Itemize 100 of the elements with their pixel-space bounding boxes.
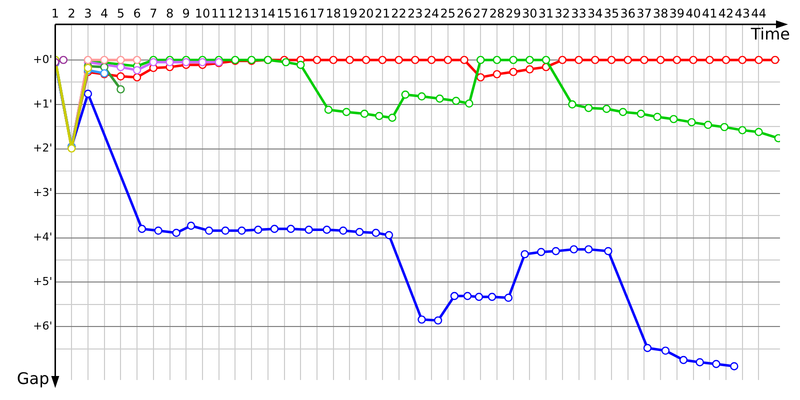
x-tick-label: 30: [522, 6, 538, 20]
x-tick-label: 34: [587, 6, 603, 20]
point: [679, 356, 688, 364]
x-tick-label: 1: [51, 6, 60, 20]
point: [375, 112, 384, 120]
point: [474, 292, 484, 301]
x-tick-label: 3: [84, 6, 92, 20]
point: [591, 56, 600, 64]
x-tick-label: 22: [391, 6, 406, 20]
x-tick-label: 13: [244, 6, 260, 20]
point: [132, 56, 142, 64]
point: [388, 114, 396, 122]
y-tick-label: +3': [32, 186, 52, 200]
x-tick-label: 16: [293, 6, 308, 20]
x-tick-label: 38: [652, 6, 668, 20]
point: [640, 56, 648, 64]
point: [509, 56, 518, 64]
point: [584, 104, 593, 112]
point: [770, 56, 780, 64]
point: [346, 56, 354, 64]
point: [312, 56, 322, 64]
point: [100, 56, 108, 64]
x-tick-label: 4: [100, 6, 108, 20]
x-tick-label: 10: [194, 6, 210, 20]
point: [411, 56, 420, 64]
x-tick-label: 23: [408, 6, 423, 20]
point: [270, 224, 279, 233]
point: [526, 65, 534, 74]
point: [182, 58, 190, 66]
point: [492, 56, 502, 64]
x-axis-title: Time: [750, 24, 790, 44]
y-axis-title: Gap: [16, 369, 50, 388]
y-tick-label: +1': [32, 97, 52, 110]
x-tick-label: 15: [276, 6, 292, 20]
point: [520, 250, 529, 258]
point: [401, 90, 410, 99]
x-tick-label: 8: [166, 6, 174, 20]
x-tick-label: 24: [424, 6, 440, 20]
point: [204, 226, 214, 235]
x-tick-label: 18: [326, 6, 342, 20]
x-tick-label: 35: [604, 6, 620, 20]
point: [339, 226, 348, 235]
point: [132, 66, 142, 74]
point: [238, 226, 246, 235]
point: [116, 62, 125, 72]
x-tick-label: 12: [228, 6, 243, 20]
point: [542, 56, 550, 64]
point: [754, 56, 763, 64]
point: [378, 56, 387, 64]
point: [372, 228, 380, 237]
x-tick-label: 27: [472, 6, 488, 20]
point: [116, 56, 125, 64]
x-tick-label: 26: [456, 6, 472, 20]
point: [355, 228, 364, 236]
point: [653, 112, 662, 121]
point: [661, 346, 670, 355]
point: [282, 58, 290, 66]
point: [322, 226, 331, 234]
point: [618, 108, 628, 116]
point: [463, 292, 472, 300]
point: [570, 245, 578, 254]
point: [624, 56, 632, 64]
point: [132, 73, 142, 82]
point: [722, 56, 730, 64]
y-tick-label: +2': [32, 142, 52, 155]
point: [254, 226, 262, 234]
point: [488, 292, 496, 301]
point: [452, 96, 460, 105]
x-tick-label: 17: [309, 6, 325, 20]
x-tick-label: 41: [702, 6, 718, 20]
point: [696, 358, 704, 366]
point: [706, 56, 714, 64]
point: [465, 99, 474, 108]
point: [418, 92, 426, 101]
point: [688, 118, 696, 126]
point: [689, 56, 698, 64]
x-tick-label: 29: [506, 6, 521, 20]
point: [476, 73, 485, 82]
y-tick-label: +4': [32, 230, 52, 244]
point: [286, 224, 295, 233]
point: [672, 56, 682, 64]
point: [526, 56, 534, 64]
point: [172, 228, 180, 237]
y-tick-label: +5': [32, 275, 52, 288]
point: [704, 120, 712, 129]
point: [754, 128, 763, 136]
point: [149, 58, 158, 66]
x-tick-label: 28: [489, 6, 505, 20]
x-tick-label: 2: [68, 6, 76, 20]
x-tick-label: 33: [571, 6, 586, 20]
point: [221, 226, 230, 235]
point: [509, 68, 518, 76]
point: [296, 60, 305, 69]
point: [568, 100, 576, 109]
point: [656, 56, 665, 64]
point: [394, 56, 403, 64]
x-tick-label: 5: [116, 6, 124, 20]
point: [537, 248, 546, 256]
x-tick-label: 11: [211, 6, 226, 20]
x-tick-label: 31: [538, 6, 554, 20]
